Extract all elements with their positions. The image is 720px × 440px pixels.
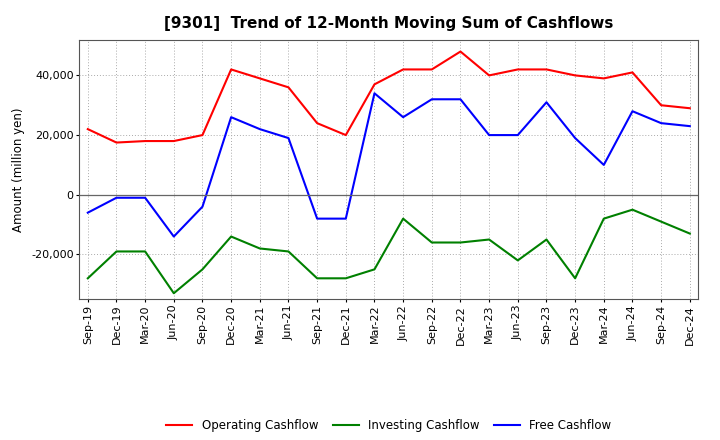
Investing Cashflow <box>428 240 436 245</box>
Free Cashflow <box>84 210 92 215</box>
Free Cashflow <box>256 126 264 132</box>
Line: Free Cashflow: Free Cashflow <box>88 93 690 237</box>
Investing Cashflow <box>571 276 580 281</box>
Operating Cashflow <box>399 67 408 72</box>
Investing Cashflow <box>600 216 608 221</box>
Operating Cashflow <box>485 73 493 78</box>
Free Cashflow <box>399 114 408 120</box>
Operating Cashflow <box>284 85 293 90</box>
Title: [9301]  Trend of 12-Month Moving Sum of Cashflows: [9301] Trend of 12-Month Moving Sum of C… <box>164 16 613 32</box>
Investing Cashflow <box>456 240 465 245</box>
Free Cashflow <box>284 136 293 141</box>
Investing Cashflow <box>141 249 150 254</box>
Investing Cashflow <box>657 219 665 224</box>
Free Cashflow <box>600 162 608 168</box>
Operating Cashflow <box>513 67 522 72</box>
Operating Cashflow <box>84 126 92 132</box>
Free Cashflow <box>198 204 207 209</box>
Operating Cashflow <box>256 76 264 81</box>
Free Cashflow <box>141 195 150 200</box>
Free Cashflow <box>657 121 665 126</box>
Investing Cashflow <box>84 276 92 281</box>
Operating Cashflow <box>112 140 121 145</box>
Investing Cashflow <box>198 267 207 272</box>
Free Cashflow <box>227 114 235 120</box>
Free Cashflow <box>428 97 436 102</box>
Investing Cashflow <box>341 276 350 281</box>
Free Cashflow <box>341 216 350 221</box>
Operating Cashflow <box>571 73 580 78</box>
Operating Cashflow <box>628 70 636 75</box>
Line: Investing Cashflow: Investing Cashflow <box>88 210 690 293</box>
Investing Cashflow <box>542 237 551 242</box>
Investing Cashflow <box>227 234 235 239</box>
Free Cashflow <box>312 216 321 221</box>
Operating Cashflow <box>657 103 665 108</box>
Investing Cashflow <box>685 231 694 236</box>
Free Cashflow <box>542 99 551 105</box>
Operating Cashflow <box>141 139 150 144</box>
Investing Cashflow <box>284 249 293 254</box>
Free Cashflow <box>513 132 522 138</box>
Investing Cashflow <box>628 207 636 213</box>
Investing Cashflow <box>399 216 408 221</box>
Y-axis label: Amount (million yen): Amount (million yen) <box>12 107 25 231</box>
Operating Cashflow <box>428 67 436 72</box>
Operating Cashflow <box>370 82 379 87</box>
Free Cashflow <box>456 97 465 102</box>
Investing Cashflow <box>370 267 379 272</box>
Investing Cashflow <box>169 290 178 296</box>
Operating Cashflow <box>312 121 321 126</box>
Line: Operating Cashflow: Operating Cashflow <box>88 51 690 143</box>
Operating Cashflow <box>227 67 235 72</box>
Operating Cashflow <box>456 49 465 54</box>
Investing Cashflow <box>513 258 522 263</box>
Operating Cashflow <box>198 132 207 138</box>
Free Cashflow <box>169 234 178 239</box>
Investing Cashflow <box>256 246 264 251</box>
Investing Cashflow <box>312 276 321 281</box>
Investing Cashflow <box>485 237 493 242</box>
Free Cashflow <box>685 124 694 129</box>
Operating Cashflow <box>685 106 694 111</box>
Operating Cashflow <box>341 132 350 138</box>
Operating Cashflow <box>600 76 608 81</box>
Legend: Operating Cashflow, Investing Cashflow, Free Cashflow: Operating Cashflow, Investing Cashflow, … <box>162 414 616 436</box>
Free Cashflow <box>571 136 580 141</box>
Free Cashflow <box>485 132 493 138</box>
Free Cashflow <box>628 109 636 114</box>
Operating Cashflow <box>542 67 551 72</box>
Free Cashflow <box>370 91 379 96</box>
Investing Cashflow <box>112 249 121 254</box>
Operating Cashflow <box>169 139 178 144</box>
Free Cashflow <box>112 195 121 200</box>
